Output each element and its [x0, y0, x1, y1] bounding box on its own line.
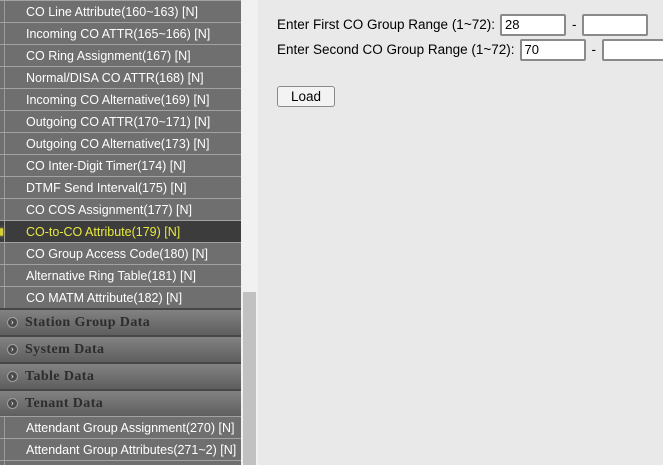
range-input-start[interactable]	[499, 13, 566, 36]
sidebar-item-label: CO COS Assignment(177) [N]	[26, 202, 193, 217]
sidebar-item-label: CO MATM Attribute(182) [N]	[26, 290, 183, 305]
chevron-right-icon: ›	[7, 371, 18, 382]
sidebar-scrollbar[interactable]	[241, 0, 258, 465]
sidebar-item-label: Outgoing CO Alternative(173) [N]	[26, 136, 210, 151]
sidebar-item[interactable]: CO Ring Assignment(167) [N]	[0, 44, 241, 66]
sidebar-item[interactable]: CO MATM Attribute(182) [N]	[0, 286, 241, 308]
sidebar-item[interactable]: Attendant Group Attributes(271~2) [N]	[0, 438, 241, 460]
content-frame: Enter First CO Group Range (1~72):-Enter…	[258, 0, 663, 465]
sidebar-item-label: Normal/DISA CO ATTR(168) [N]	[26, 70, 204, 85]
section-label: Tenant Data	[25, 395, 104, 411]
sidebar-section-header[interactable]: › System Data	[0, 335, 241, 362]
sidebar-item-label: CO Line Attribute(160~163) [N]	[26, 4, 198, 19]
sidebar-item-label: CO-to-CO Attribute(179) [N]	[26, 224, 181, 239]
sidebar-item[interactable]: Outgoing CO Alternative(173) [N]	[0, 132, 241, 154]
range-form-row: Enter Second CO Group Range (1~72): -	[277, 37, 663, 62]
range-input-start[interactable]	[519, 38, 586, 61]
chevron-right-icon: ›	[7, 398, 18, 409]
sidebar-section-header[interactable]: › Station Group Data	[0, 308, 241, 335]
sidebar-item-label: DTMF Send Interval(175) [N]	[26, 180, 187, 195]
sidebar-item[interactable]	[0, 460, 241, 465]
load-button[interactable]: Load	[277, 86, 336, 107]
sidebar-item-label: Incoming CO ATTR(165~166) [N]	[26, 26, 211, 41]
sidebar-item[interactable]: Outgoing CO ATTR(170~171) [N]	[0, 110, 241, 132]
section-label: Table Data	[25, 368, 95, 384]
sidebar-item-label: Outgoing CO ATTR(170~171) [N]	[26, 114, 211, 129]
range-label: Enter First CO Group Range (1~72):	[277, 17, 495, 32]
chevron-right-icon: ›	[7, 344, 18, 355]
sidebar-item[interactable]: Normal/DISA CO ATTR(168) [N]	[0, 66, 241, 88]
sidebar-item-label: Attendant Group Assignment(270) [N]	[26, 420, 235, 435]
sidebar-item[interactable]: Incoming CO Alternative(169) [N]	[0, 88, 241, 110]
chevron-right-icon: ›	[7, 317, 18, 328]
sidebar-item-label: Attendant Group Attributes(271~2) [N]	[26, 442, 237, 457]
range-label: Enter Second CO Group Range (1~72):	[277, 42, 515, 57]
section-label: Station Group Data	[25, 314, 151, 330]
sidebar-section-header[interactable]: › Table Data	[0, 362, 241, 389]
range-form-row: Enter First CO Group Range (1~72): -	[277, 12, 663, 37]
sidebar-item[interactable]: CO Inter-Digit Timer(174) [N]	[0, 154, 241, 176]
sidebar-item[interactable]: Incoming CO ATTR(165~166) [N]	[0, 22, 241, 44]
sidebar-item[interactable]: Alternative Ring Table(181) [N]	[0, 264, 241, 286]
sidebar-item-label: CO Inter-Digit Timer(174) [N]	[26, 158, 186, 173]
range-input-end[interactable]	[602, 38, 663, 61]
sidebar-item-label: CO Ring Assignment(167) [N]	[26, 48, 191, 63]
sidebar-section-header[interactable]: › Tenant Data	[0, 389, 241, 416]
range-dash: -	[591, 42, 597, 57]
form-area: Enter First CO Group Range (1~72):-Enter…	[277, 12, 663, 62]
sidebar-item-label: CO Group Access Code(180) [N]	[26, 246, 209, 261]
section-label: System Data	[25, 341, 105, 357]
sidebar-item-label: Alternative Ring Table(181) [N]	[26, 268, 196, 283]
sidebar-item[interactable]: DTMF Send Interval(175) [N]	[0, 176, 241, 198]
sidebar-item[interactable]: CO COS Assignment(177) [N]	[0, 198, 241, 220]
range-input-end[interactable]	[582, 13, 649, 36]
range-dash: -	[571, 17, 577, 32]
sidebar: CO Line Attribute(160~163) [N] Incoming C…	[0, 0, 241, 465]
sidebar-item[interactable]: CO Line Attribute(160~163) [N]	[0, 0, 241, 22]
scrollbar-thumb[interactable]	[243, 292, 256, 465]
sidebar-item-selected[interactable]: CO-to-CO Attribute(179) [N]	[0, 220, 241, 242]
sidebar-item-label: Incoming CO Alternative(169) [N]	[26, 92, 210, 107]
sidebar-item[interactable]: CO Group Access Code(180) [N]	[0, 242, 241, 264]
sidebar-item[interactable]: Attendant Group Assignment(270) [N]	[0, 416, 241, 438]
